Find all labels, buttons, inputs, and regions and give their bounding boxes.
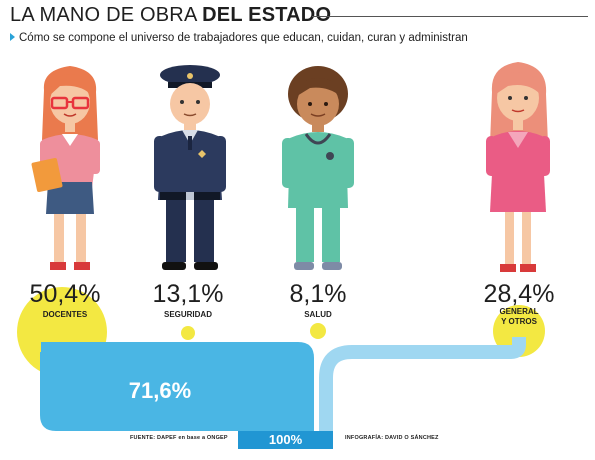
- title-bold: DEL ESTADO: [202, 4, 332, 26]
- seguridad-category-label: SEGURIDAD: [163, 310, 212, 319]
- title-light: LA MANO DE OBRA: [10, 4, 203, 26]
- seguridad-highlight-dot: [181, 326, 195, 340]
- general-figure: [486, 62, 550, 272]
- docentes-value-label: 50,4%: [29, 280, 101, 308]
- subtitle: Cómo se compone el universo de trabajado…: [10, 32, 468, 44]
- total-bar: [238, 431, 333, 449]
- page-title: LA MANO DE OBRA DEL ESTADO: [10, 4, 331, 27]
- bullet-icon: [10, 33, 15, 41]
- salud-category-label: SALUD: [304, 310, 332, 319]
- general-flow-line: [319, 337, 526, 431]
- credit-note: INFOGRAFÍA: DAVID O SÁNCHEZ: [345, 435, 439, 441]
- docentes-category-label: DOCENTES: [42, 310, 88, 319]
- subtitle-text: Cómo se compone el universo de trabajado…: [19, 32, 468, 44]
- salud-value-label: 8,1%: [289, 280, 347, 308]
- general-value-label: 28,4%: [483, 280, 555, 308]
- nurse-figure: [282, 66, 354, 270]
- combined-value-label: 71,6%: [128, 378, 192, 403]
- title-rule: [312, 16, 588, 17]
- general-category-label: GENERAL Y OTROS: [499, 307, 539, 326]
- source-note: FUENTE: DAPEF en base a ONGEP: [130, 435, 228, 441]
- combined-flow-box: [40, 342, 314, 431]
- total-value-label: 100%: [268, 432, 303, 447]
- teacher-figure: [31, 66, 100, 270]
- police-figure: [154, 65, 226, 270]
- seguridad-value-label: 13,1%: [152, 280, 224, 308]
- salud-highlight-dot: [310, 323, 326, 339]
- general-highlight-circle: [493, 305, 545, 357]
